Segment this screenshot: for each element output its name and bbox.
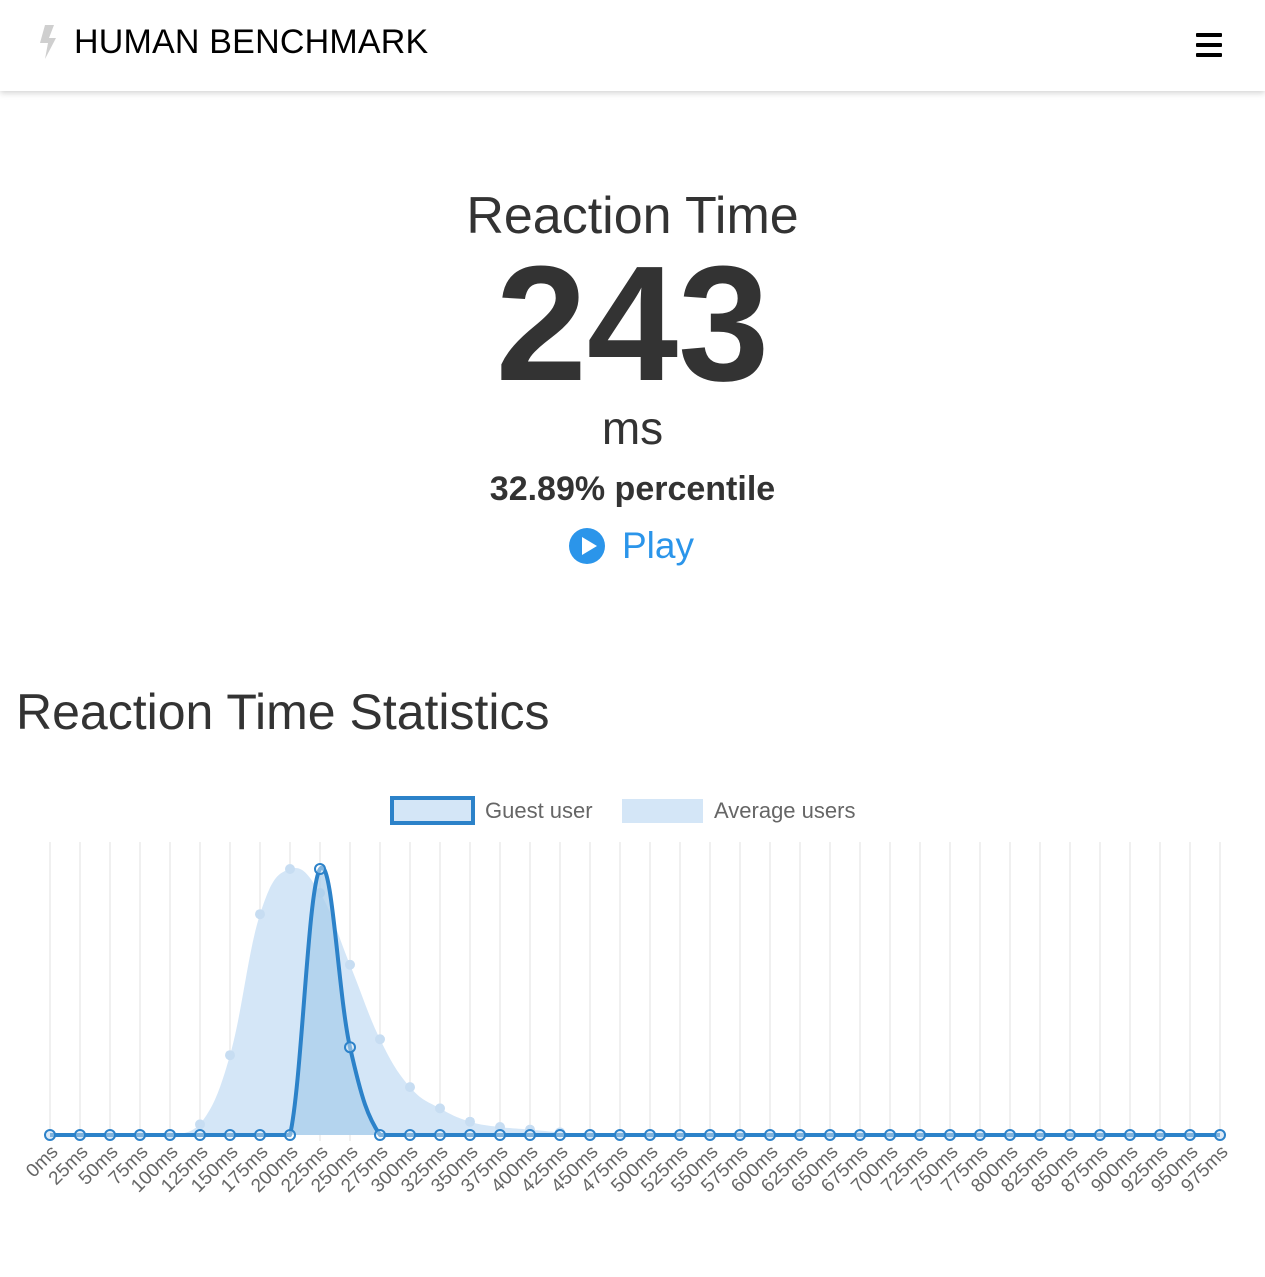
guest-user-point [494, 1129, 506, 1141]
average-users-point [465, 1116, 475, 1127]
play-button[interactable]: Play [568, 522, 694, 570]
guest-user-point [704, 1129, 716, 1141]
score-value: 243 [495, 232, 770, 415]
guest-user-point [614, 1129, 626, 1141]
legend-average-label: Average users [714, 798, 855, 823]
guest-user-point [1094, 1129, 1106, 1141]
legend-guest-swatch [390, 796, 475, 825]
guest-user-point [1124, 1129, 1136, 1141]
guest-user-point [224, 1129, 236, 1141]
guest-user-point [854, 1129, 866, 1141]
percentile-text: 32.89% percentile [489, 470, 776, 508]
guest-user-point [254, 1129, 266, 1141]
top-navbar: HUMAN BENCHMARK [0, 0, 1265, 91]
guest-user-point [1034, 1129, 1046, 1141]
hamburger-menu-icon[interactable] [1196, 33, 1222, 57]
x-axis-ticks: 0ms25ms50ms75ms100ms125ms150ms175ms200ms… [22, 1142, 1232, 1197]
guest-user-point [164, 1129, 176, 1141]
play-circle-icon [569, 528, 605, 564]
guest-user-point [644, 1129, 656, 1141]
guest-user-point [74, 1129, 86, 1141]
guest-user-point [974, 1129, 986, 1141]
reaction-time-distribution-chart: Guest user Average users 0ms25ms50ms75ms… [22, 796, 1233, 1197]
guest-user-point [1184, 1129, 1196, 1141]
guest-user-point [1214, 1129, 1226, 1141]
guest-user-point [404, 1129, 416, 1141]
average-users-point [345, 959, 355, 970]
brand-link[interactable]: HUMAN BENCHMARK [36, 22, 428, 62]
guest-user-point [674, 1129, 686, 1141]
guest-user-point [884, 1129, 896, 1141]
guest-user-series [44, 863, 1226, 1141]
guest-user-point [1064, 1129, 1076, 1141]
guest-user-point [944, 1129, 956, 1141]
score-unit: ms [601, 402, 664, 454]
guest-user-point [344, 1041, 356, 1054]
statistics-heading: Reaction Time Statistics [16, 684, 550, 740]
guest-user-area [50, 867, 1220, 1135]
guest-user-point [524, 1129, 536, 1141]
guest-user-point [1154, 1129, 1166, 1141]
test-title: Reaction Time [466, 187, 799, 245]
guest-user-point [584, 1129, 596, 1141]
guest-user-point [314, 863, 326, 875]
guest-user-point [44, 1129, 56, 1141]
guest-user-point [134, 1129, 146, 1141]
legend-guest-label: Guest user [485, 798, 593, 823]
brand-name: HUMAN BENCHMARK [74, 23, 429, 61]
guest-user-point [464, 1129, 476, 1141]
average-users-point [285, 864, 295, 874]
average-users-area [50, 867, 1220, 1135]
guest-user-point [734, 1129, 746, 1141]
chart-legend: Guest user Average users [390, 796, 855, 825]
guest-user-point [914, 1129, 926, 1141]
average-users-point [435, 1103, 445, 1114]
guest-user-point [554, 1129, 566, 1141]
average-users-point [495, 1122, 505, 1133]
guest-user-point [194, 1129, 206, 1141]
average-users-point [375, 1034, 385, 1045]
legend-average-swatch [622, 799, 703, 823]
guest-user-point [434, 1129, 446, 1141]
guest-user-point [794, 1129, 806, 1141]
lightning-bolt-icon [40, 25, 56, 59]
average-users-point [225, 1050, 235, 1061]
average-users-point [405, 1082, 415, 1093]
guest-user-point [764, 1129, 776, 1141]
guest-user-point [824, 1129, 836, 1141]
average-users-series [45, 864, 1225, 1140]
average-users-point [255, 909, 265, 920]
guest-user-point [284, 1129, 296, 1141]
guest-user-point [1004, 1129, 1016, 1141]
guest-user-point [374, 1129, 386, 1141]
play-label: Play [622, 525, 694, 566]
guest-user-point [104, 1129, 116, 1141]
average-users-point [195, 1119, 205, 1130]
